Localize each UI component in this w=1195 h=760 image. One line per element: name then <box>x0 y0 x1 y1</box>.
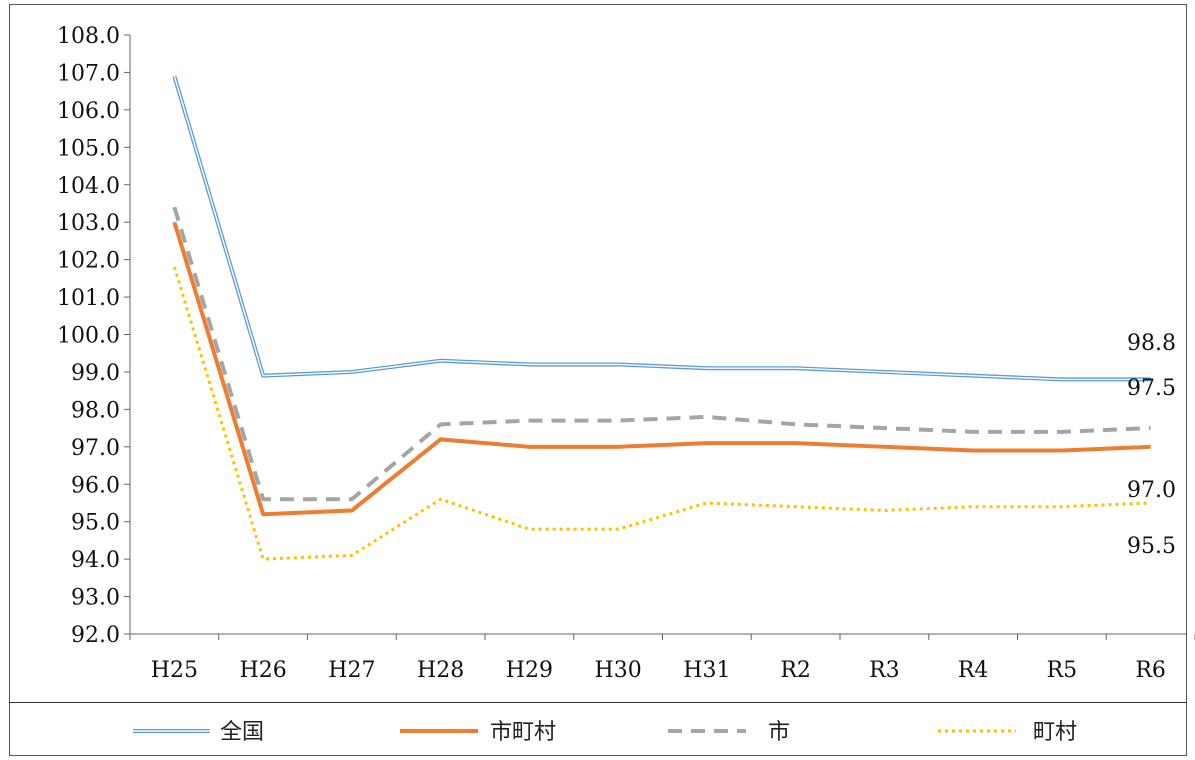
end-label: 98.8 <box>1127 331 1176 356</box>
legend-label: 市 <box>768 720 790 745</box>
y-tick-label: 108.0 <box>57 24 120 49</box>
y-tick-label: 103.0 <box>57 211 120 236</box>
legend-item-市: 市 <box>668 720 790 745</box>
x-tick-label: H27 <box>328 658 375 683</box>
legend-item-市町村: 市町村 <box>400 720 556 745</box>
x-tick-label: R2 <box>780 658 811 683</box>
x-tick-label: R5 <box>1047 658 1078 683</box>
series-line-市 <box>174 207 1150 499</box>
y-tick-label: 107.0 <box>57 61 120 86</box>
y-tick-label: 98.0 <box>71 398 120 423</box>
end-label: 95.5 <box>1127 534 1176 559</box>
x-tick-label: H30 <box>595 658 642 683</box>
y-tick-label: 101.0 <box>57 286 120 311</box>
x-tick-label: H29 <box>506 658 553 683</box>
series-line-全国-inner <box>174 76 1150 379</box>
axes <box>130 35 1186 634</box>
series-lines <box>174 76 1150 559</box>
y-tick-label: 97.0 <box>71 436 120 461</box>
legend-item-全国: 全国 <box>133 720 264 745</box>
y-tick-label: 93.0 <box>71 586 120 611</box>
y-tick-label: 94.0 <box>71 548 120 573</box>
legend-label: 全国 <box>220 720 264 745</box>
x-tick-label: H25 <box>151 658 198 683</box>
series-line-全国 <box>174 76 1150 379</box>
y-axis-ticks: 92.0 93.0 94.0 95.0 96.0 97.0 98.0 99.0 100.0 101… <box>57 24 130 648</box>
end-label: 97.0 <box>1127 478 1176 503</box>
y-tick-label: 99.0 <box>71 361 120 386</box>
x-axis-ticks: H25 H26 H27 H28 H29 H30 H31 R2 R3 R4 R5 R6 <box>130 634 1195 683</box>
x-tick-label: H26 <box>240 658 287 683</box>
legend-label: 町村 <box>1033 720 1077 745</box>
end-label: 97.5 <box>1127 376 1176 401</box>
x-tick-label: R6 <box>1135 658 1166 683</box>
y-tick-label: 102.0 <box>57 249 120 274</box>
y-tick-label: 106.0 <box>57 99 120 124</box>
y-tick-label: 92.0 <box>71 623 120 648</box>
x-tick-label: R3 <box>869 658 900 683</box>
y-tick-label: 96.0 <box>71 473 120 498</box>
legend: 全国 市町村市町村 <box>133 720 1077 745</box>
legend-item-町村: 町村 <box>938 720 1077 745</box>
y-tick-label: 104.0 <box>57 174 120 199</box>
y-tick-label: 105.0 <box>57 136 120 161</box>
y-tick-label: 100.0 <box>57 324 120 349</box>
x-tick-label: H28 <box>417 658 464 683</box>
series-line-町村 <box>174 267 1150 559</box>
y-tick-label: 95.0 <box>71 511 120 536</box>
x-tick-label: R4 <box>958 658 989 683</box>
legend-label: 市町村 <box>490 720 556 745</box>
x-tick-label: H31 <box>683 658 730 683</box>
end-value-labels: 98.8 97.5 97.0 95.5 <box>1127 331 1176 559</box>
